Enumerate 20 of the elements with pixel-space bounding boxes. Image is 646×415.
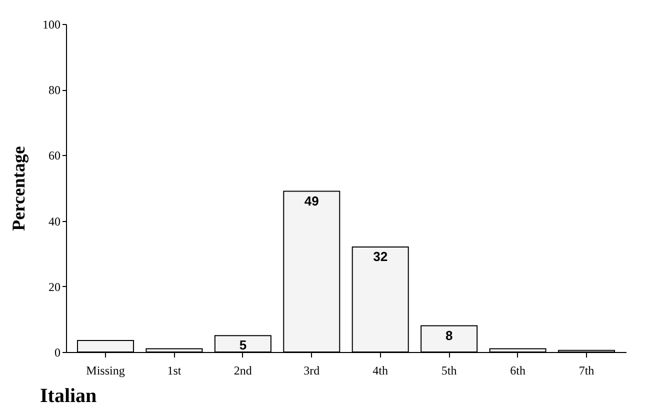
y-tick-label: 0 [54, 346, 60, 360]
x-tick-label: 1st [167, 364, 182, 378]
data-label: 32 [373, 249, 388, 264]
x-tick-label: 4th [372, 364, 388, 378]
y-tick-label: 80 [48, 83, 60, 98]
y-tick-label: 40 [48, 214, 60, 228]
y-axis-title: Percentage [8, 146, 28, 231]
x-tick-label: 5th [441, 364, 457, 378]
x-tick-label: 6th [510, 364, 526, 378]
y-tick-label: 60 [48, 148, 60, 163]
data-label: 5 [239, 338, 247, 353]
y-tick-label: 100 [42, 18, 60, 32]
text: Italian [40, 385, 97, 407]
data-label: 49 [304, 193, 319, 208]
data-label: 8 [445, 328, 453, 343]
x-tick-label: Missing [86, 364, 125, 378]
y-tick-label: 20 [48, 280, 60, 294]
x-tick-label: 3rd [304, 364, 320, 378]
x-tick-label: 2nd [234, 364, 252, 378]
x-tick-label: 7th [578, 364, 594, 378]
